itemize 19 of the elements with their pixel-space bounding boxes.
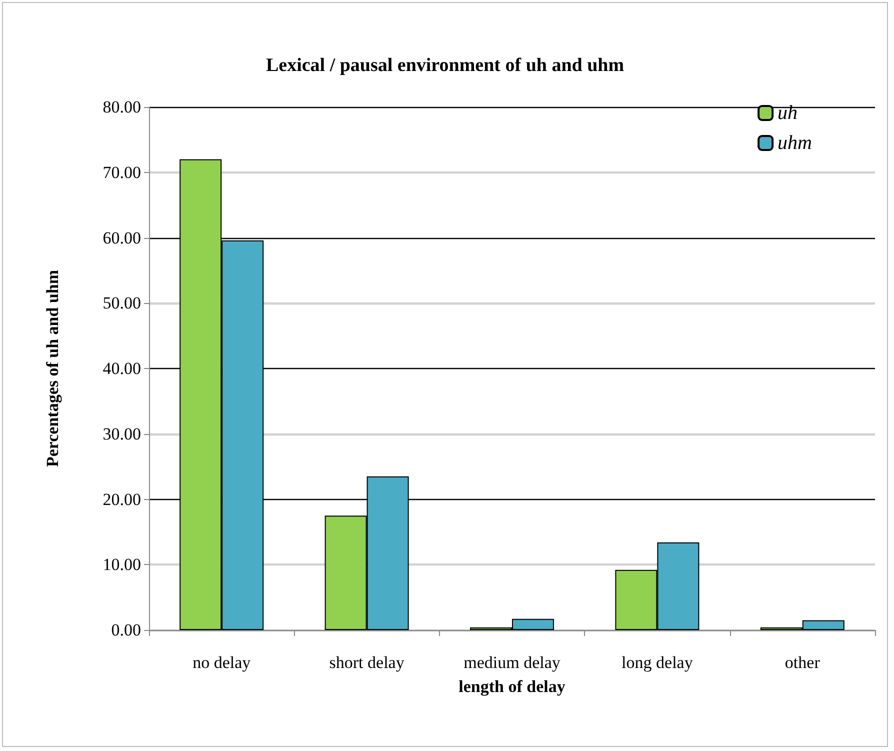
y-tick-label: 50.00 (102, 294, 141, 313)
y-tick-label: 0.00 (111, 620, 141, 640)
y-tick-label: 60.00 (102, 228, 141, 248)
x-tick-label: other (784, 653, 820, 672)
x-tick-label: long delay (622, 653, 694, 672)
x-tick-label: no delay (192, 653, 252, 672)
y-tick-label: 10.00 (102, 555, 141, 574)
x-axis-title: length of delay (458, 677, 566, 696)
y-tick-label: 20.00 (102, 490, 141, 509)
y-tick-label: 80.00 (102, 98, 141, 116)
y-tick-label: 30.00 (102, 424, 141, 444)
x-tick-label: medium delay (464, 653, 561, 672)
legend-label: uh (778, 102, 798, 124)
y-tick-label: 70.00 (102, 162, 141, 182)
y-axis-title: Percentages of uh and uhm (43, 270, 62, 468)
x-tick-label: short delay (329, 653, 405, 672)
chart-title: Lexical / pausal environment of uh and uhm (266, 55, 624, 76)
legend-label: uhm (778, 132, 812, 154)
y-tick-label: 40.00 (102, 359, 141, 378)
